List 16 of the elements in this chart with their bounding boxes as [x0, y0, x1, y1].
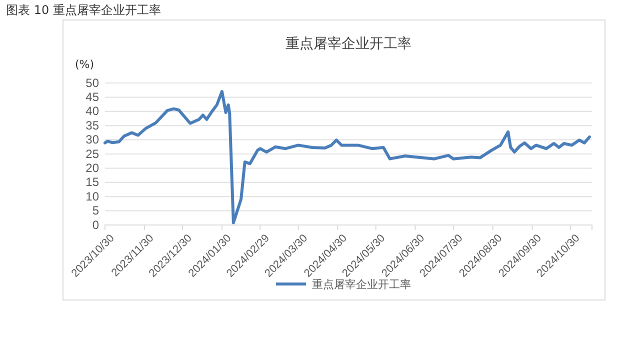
- y-tick-label: 5: [92, 204, 100, 218]
- y-tick-label: 0: [92, 218, 100, 232]
- chart-title: 重点屠宰企业开工率: [286, 36, 412, 52]
- y-tick-label: 50: [86, 76, 100, 90]
- y-tick-label: 30: [86, 132, 100, 147]
- line-series: [104, 90, 591, 224]
- y-tick-label: 15: [86, 175, 100, 190]
- y-tick-label: 20: [86, 161, 100, 176]
- y-tick-label: 45: [86, 90, 100, 104]
- text: 图表 10 重点屠宰企业开工率: [6, 3, 161, 17]
- y-tick-label: 40: [86, 104, 100, 118]
- y-tick-label: 10: [86, 189, 100, 204]
- y-tick-label: 25: [86, 146, 100, 161]
- y-tick-label: 35: [86, 118, 100, 132]
- legend-label: 重点屠宰企业开工率: [312, 278, 411, 291]
- y-axis-title: (%): [75, 58, 94, 71]
